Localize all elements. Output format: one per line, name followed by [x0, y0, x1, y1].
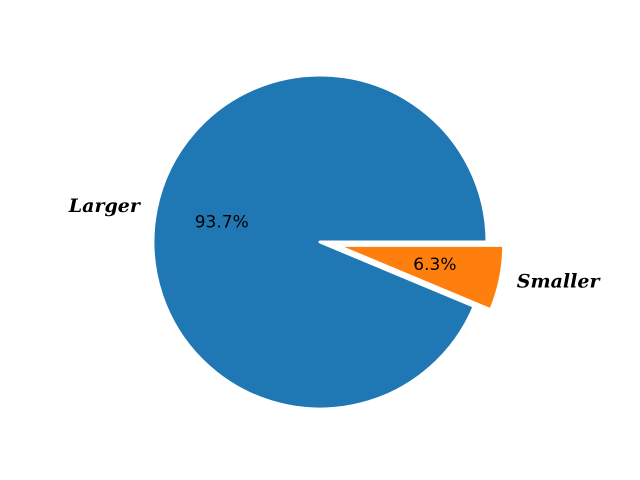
pie-slice-larger — [151, 73, 489, 411]
slice-label-smaller: Smaller — [517, 270, 602, 292]
slice-label-larger: Larger — [68, 195, 142, 217]
labels-layer: 93.7% Larger 6.3% Smaller — [68, 195, 602, 293]
pie-slice-smaller — [335, 243, 506, 312]
pct-label-larger: 93.7% — [195, 212, 249, 232]
pct-label-smaller: 6.3% — [413, 255, 456, 275]
slices-layer — [151, 73, 506, 411]
